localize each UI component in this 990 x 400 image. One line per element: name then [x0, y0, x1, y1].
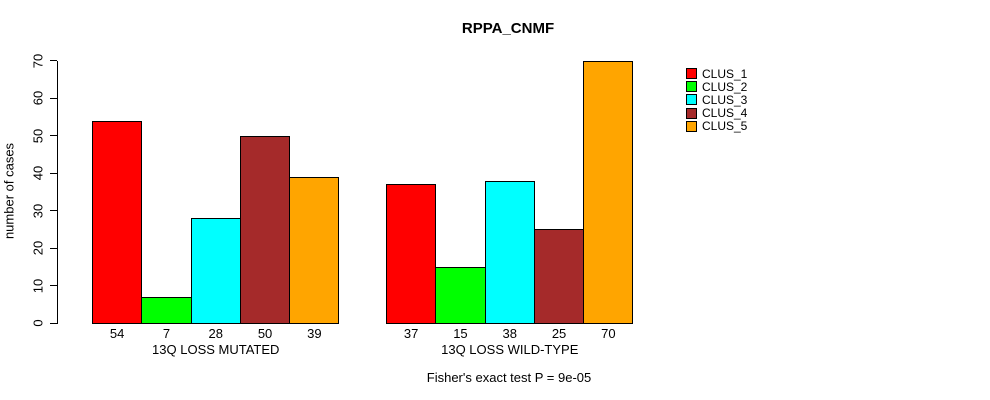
fisher-test-annotation: Fisher's exact test P = 9e-05	[426, 370, 592, 385]
bar-clus-3-13q-loss-mutated	[190, 218, 241, 324]
y-tick	[50, 172, 57, 174]
legend-label: CLUS_4	[702, 106, 748, 121]
bar-clus-5-13q-loss-wild-type	[583, 60, 634, 324]
legend-item-clus-3: CLUS_3	[686, 93, 747, 106]
legend-swatch-clus-2	[686, 81, 697, 93]
legend-swatch-clus-5	[686, 120, 697, 132]
y-tick-label: 30	[30, 203, 46, 218]
y-tick-label: 10	[30, 278, 46, 293]
y-tick	[50, 97, 57, 99]
bar-clus-1-13q-loss-wild-type	[386, 184, 437, 324]
y-tick-label: 20	[30, 240, 46, 256]
y-tick	[50, 247, 57, 249]
legend-item-clus-4: CLUS_4	[686, 107, 747, 120]
chart-title: RPPA_CNMF	[461, 20, 555, 37]
bar-clus-3-13q-loss-wild-type	[484, 180, 535, 324]
bar-clus-4-13q-loss-wild-type	[533, 229, 585, 324]
legend-label: CLUS_1	[702, 66, 748, 81]
bar-value-label: 50	[257, 326, 273, 341]
y-tick	[50, 285, 57, 286]
group-label-13q-loss-wild-type: 13Q LOSS WILD-TYPE	[441, 342, 579, 357]
legend-item-clus-5: CLUS_5	[686, 120, 747, 133]
y-tick	[50, 135, 57, 136]
bar-clus-2-13q-loss-wild-type	[435, 266, 486, 324]
y-axis-line	[57, 60, 58, 324]
bar-clus-5-13q-loss-mutated	[289, 176, 340, 324]
y-tick-label: 70	[30, 53, 46, 68]
y-tick-label: 60	[30, 90, 46, 106]
y-tick	[50, 322, 57, 324]
legend-swatch-clus-1	[686, 68, 697, 80]
bar-clus-1-13q-loss-mutated	[92, 120, 143, 324]
legend-label: CLUS_2	[702, 79, 748, 94]
bar-value-label: 39	[307, 326, 322, 341]
group-label-13q-loss-mutated: 13Q LOSS MUTATED	[152, 342, 280, 357]
bar-value-label: 70	[601, 326, 616, 341]
bar-value-label: 25	[551, 326, 567, 341]
bar-value-label: 37	[403, 326, 419, 341]
legend-label: CLUS_5	[702, 119, 748, 134]
bar-clus-4-13q-loss-mutated	[239, 135, 291, 324]
bar-clus-2-13q-loss-mutated	[141, 296, 192, 324]
bar-value-label: 28	[208, 326, 223, 341]
legend-item-clus-2: CLUS_2	[686, 80, 747, 93]
legend-swatch-clus-3	[686, 94, 697, 106]
legend-swatch-clus-4	[686, 107, 697, 119]
legend-item-clus-1: CLUS_1	[686, 67, 747, 80]
y-tick	[50, 60, 57, 61]
legend: CLUS_1 CLUS_2 CLUS_3 CLUS_4 CLUS_5	[686, 67, 747, 133]
y-tick-label: 40	[30, 165, 46, 181]
y-tick	[50, 210, 57, 211]
bar-value-label: 7	[162, 326, 171, 341]
y-axis-label: number of cases	[1, 142, 17, 240]
bar-value-label: 38	[502, 326, 517, 341]
y-tick-label: 0	[30, 319, 46, 327]
bar-value-label: 15	[453, 326, 468, 341]
y-tick-label: 50	[30, 128, 46, 143]
bar-value-label: 54	[109, 326, 125, 341]
legend-label: CLUS_3	[702, 92, 748, 107]
